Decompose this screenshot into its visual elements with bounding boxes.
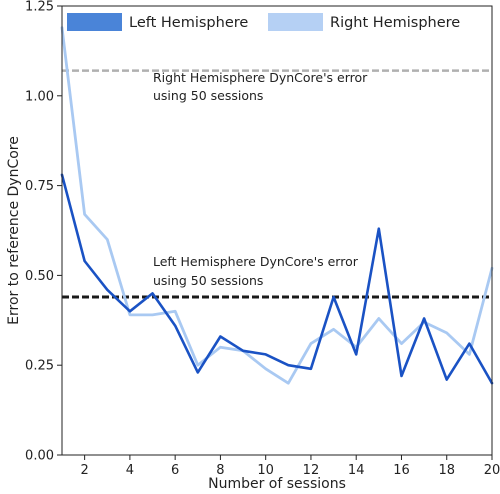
legend-label: Left Hemisphere <box>129 15 248 31</box>
x-tick-label: 20 <box>484 463 500 478</box>
x-tick-label: 12 <box>303 463 320 478</box>
left-hemisphere-reference-annotation: Left Hemisphere DynCore's error <box>153 254 359 269</box>
x-tick-label: 6 <box>171 463 179 478</box>
y-tick-label: 0.50 <box>25 269 54 284</box>
x-tick-label: 8 <box>216 463 224 478</box>
x-tick-label: 14 <box>348 463 365 478</box>
y-tick-label: 1.25 <box>25 0 54 15</box>
series-line-left-hemisphere <box>60 173 494 385</box>
right-hemisphere-reference-annotation: using 50 sessions <box>153 88 263 103</box>
legend-label: Right Hemisphere <box>330 15 460 31</box>
y-tick-label: 0.25 <box>25 359 54 374</box>
y-axis-ticks: 0.00 0.25 0.50 0.75 1.00 1.25 <box>25 0 62 464</box>
x-tick-label: 10 <box>257 463 274 478</box>
x-tick-label: 4 <box>126 463 134 478</box>
left-hemisphere-reference-annotation: using 50 sessions <box>153 273 263 288</box>
y-tick-label: 1.00 <box>25 89 54 104</box>
legend-swatch <box>67 13 122 31</box>
y-tick-label: 0.75 <box>25 179 54 194</box>
right-hemisphere-reference-annotation: Right Hemisphere DynCore's error <box>153 70 368 85</box>
x-tick-label: 18 <box>438 463 455 478</box>
x-axis-label: Number of sessions <box>208 476 346 492</box>
series-layer <box>60 26 494 385</box>
plot-frame <box>61 5 493 456</box>
legend-swatch <box>268 13 323 31</box>
x-tick-label: 2 <box>80 463 88 478</box>
legend: Left Hemisphere Right Hemisphere <box>67 13 460 31</box>
reference-lines-layer: Right Hemisphere DynCore's error using 50… <box>62 69 492 299</box>
x-tick-label: 16 <box>393 463 410 478</box>
x-axis-ticks: 2 4 6 8 10 12 14 16 18 20 <box>80 455 500 478</box>
y-axis-label: Error to reference DynCore <box>6 136 22 325</box>
y-tick-label: 0.00 <box>25 449 54 464</box>
